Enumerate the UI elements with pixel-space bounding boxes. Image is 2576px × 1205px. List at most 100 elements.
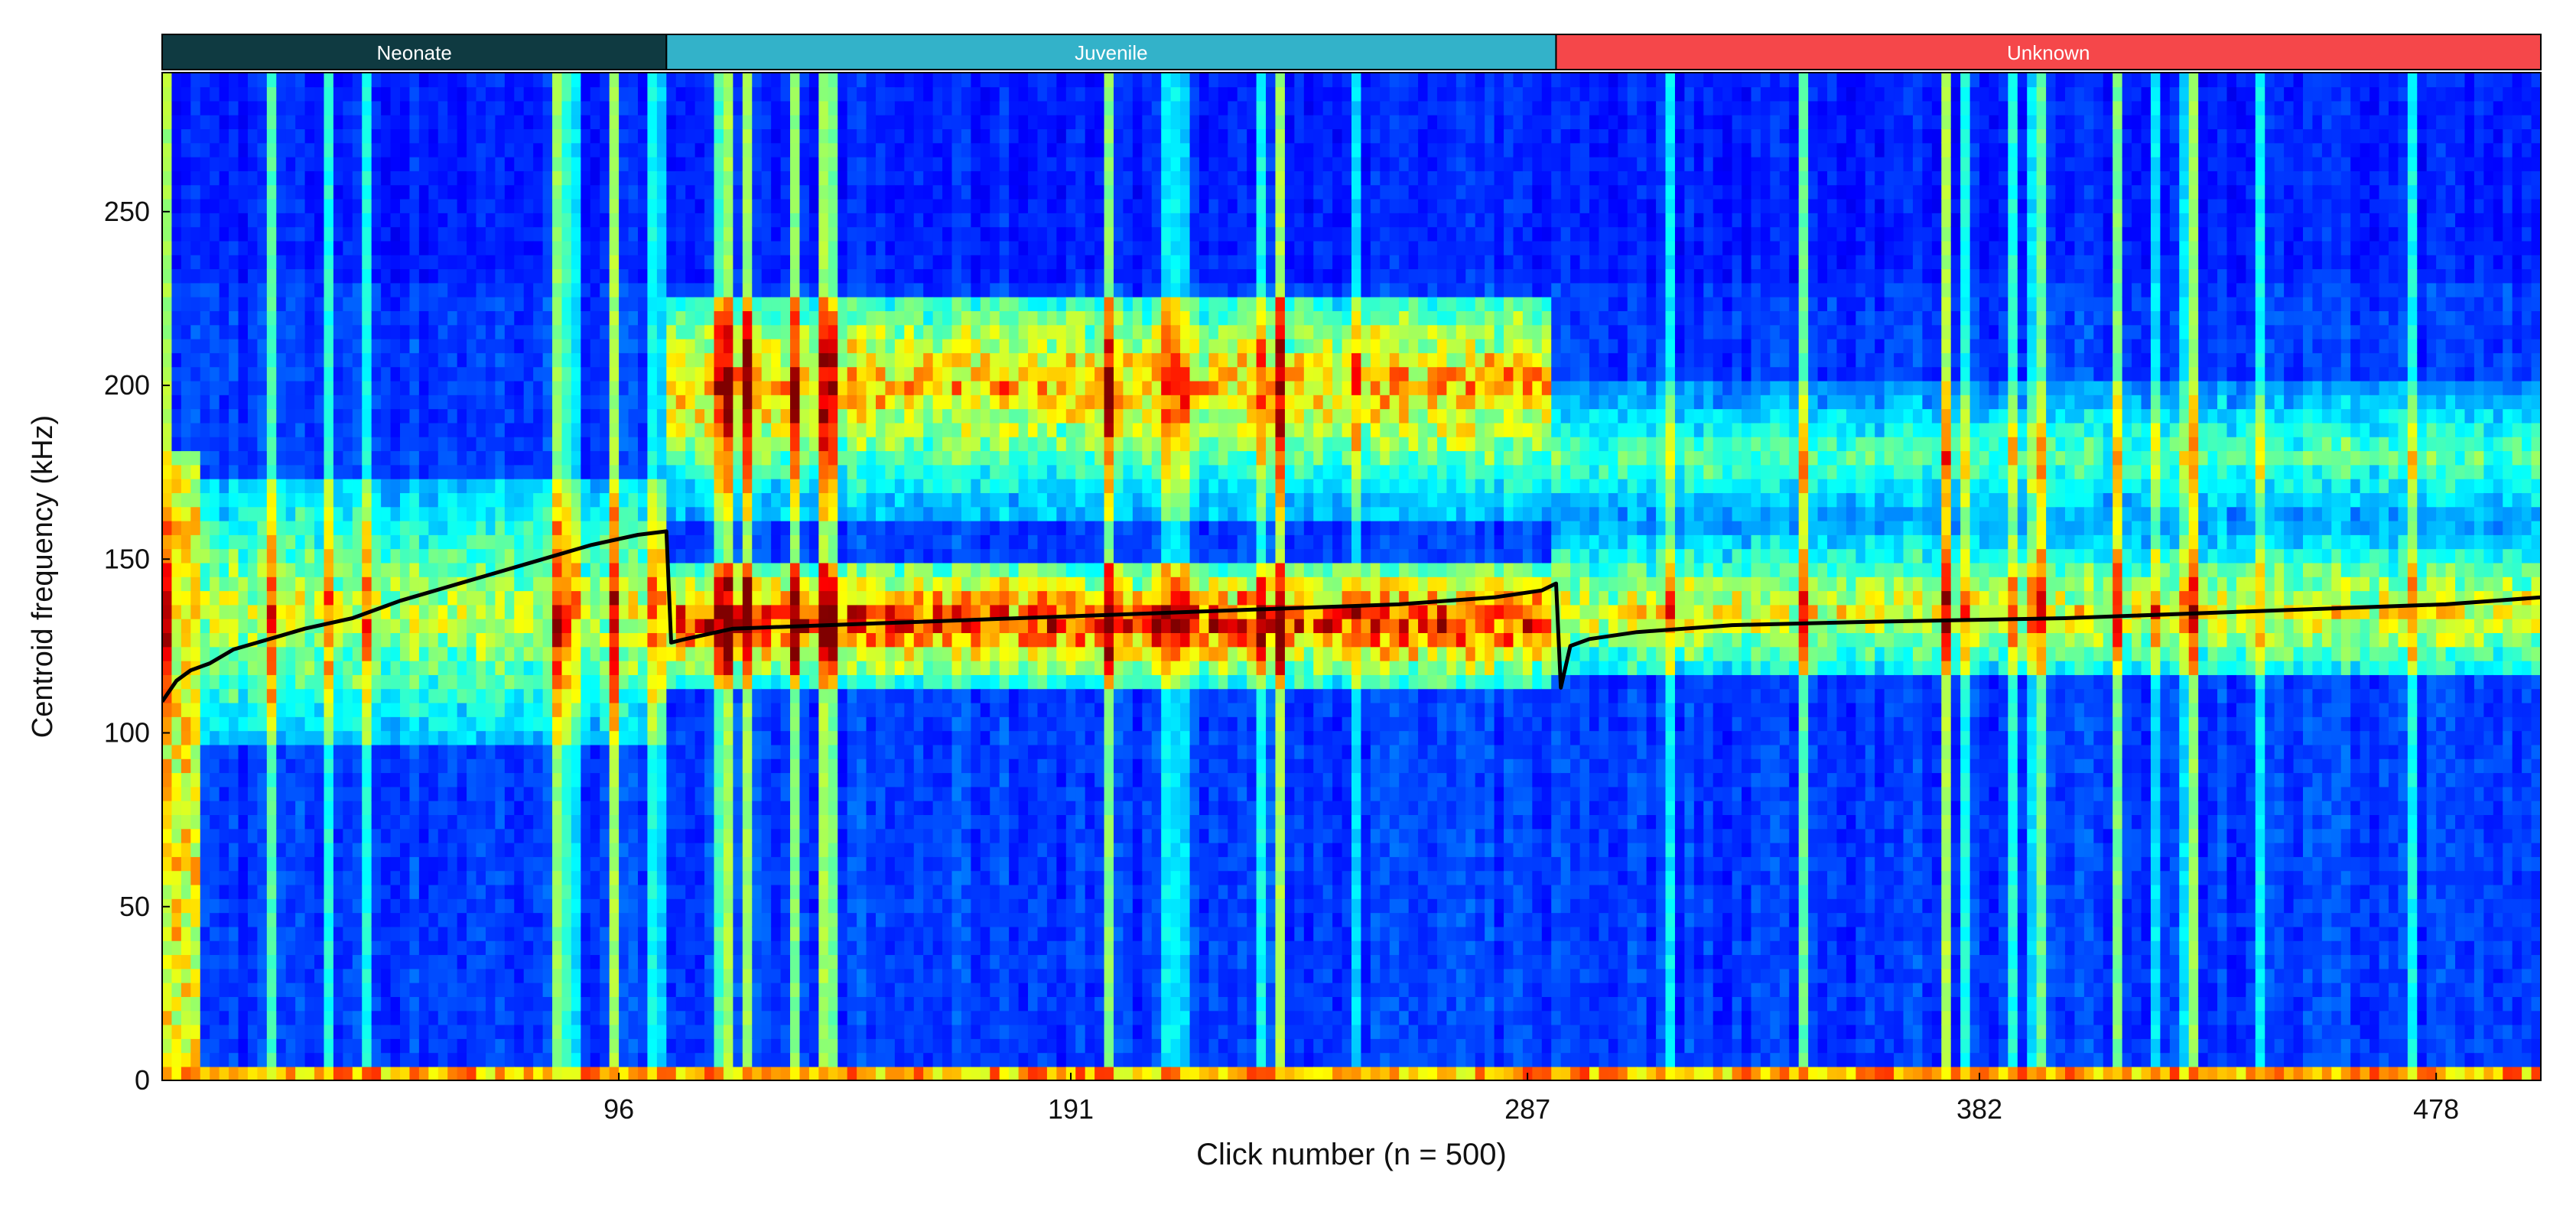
heatmap-cell bbox=[609, 660, 620, 675]
heatmap-cell bbox=[285, 898, 296, 914]
heatmap-cell bbox=[675, 450, 686, 466]
heatmap-cell bbox=[257, 744, 268, 759]
heatmap-cell bbox=[752, 100, 763, 115]
heatmap-cell bbox=[447, 800, 458, 815]
heatmap-cell bbox=[761, 996, 772, 1012]
heatmap-cell bbox=[285, 240, 296, 255]
heatmap-cell bbox=[333, 268, 344, 284]
heatmap-cell bbox=[514, 814, 525, 830]
heatmap-cell bbox=[295, 716, 306, 732]
heatmap-cell bbox=[704, 1038, 715, 1054]
heatmap-cell bbox=[476, 968, 486, 983]
heatmap-cell bbox=[210, 870, 220, 885]
heatmap-cell bbox=[400, 282, 411, 297]
heatmap-cell bbox=[533, 814, 544, 830]
heatmap-cell bbox=[447, 184, 458, 200]
heatmap-cell bbox=[276, 338, 287, 353]
heatmap-cell bbox=[457, 646, 467, 661]
heatmap-cell bbox=[257, 534, 268, 550]
heatmap-cell bbox=[694, 800, 705, 815]
heatmap-cell bbox=[704, 744, 715, 759]
heatmap-cell bbox=[266, 128, 278, 144]
heatmap-cell bbox=[295, 954, 306, 970]
heatmap-cell bbox=[314, 577, 325, 592]
heatmap-cell bbox=[418, 1010, 430, 1025]
heatmap-cell bbox=[457, 128, 467, 144]
heatmap-cell bbox=[514, 940, 525, 956]
heatmap-cell bbox=[714, 1038, 724, 1054]
heatmap-cell bbox=[714, 702, 724, 717]
heatmap-cell bbox=[190, 366, 201, 382]
heatmap-cell bbox=[343, 338, 353, 353]
heatmap-cell bbox=[257, 282, 268, 297]
heatmap-cell bbox=[542, 800, 553, 815]
heatmap-cell bbox=[590, 646, 601, 661]
heatmap-cell bbox=[457, 898, 467, 914]
heatmap-cell bbox=[628, 926, 639, 941]
heatmap-cell bbox=[343, 534, 353, 550]
heatmap-cell bbox=[343, 296, 353, 311]
heatmap-cell bbox=[495, 506, 506, 521]
heatmap-cell bbox=[714, 926, 724, 941]
heatmap-cell bbox=[362, 395, 372, 410]
heatmap-cell bbox=[162, 548, 173, 564]
heatmap-cell bbox=[229, 1052, 239, 1067]
heatmap-cell bbox=[771, 842, 782, 857]
heatmap-cell bbox=[409, 338, 420, 353]
heatmap-cell bbox=[247, 660, 259, 675]
heatmap-cell bbox=[704, 996, 715, 1012]
heatmap-cell bbox=[590, 604, 601, 619]
heatmap-cell bbox=[238, 464, 249, 479]
heatmap-cell bbox=[675, 408, 686, 424]
heatmap-cell bbox=[675, 562, 686, 577]
heatmap-cell bbox=[752, 828, 763, 843]
heatmap-cell bbox=[295, 1038, 306, 1054]
heatmap-cell bbox=[656, 1010, 668, 1025]
heatmap-cell bbox=[362, 674, 372, 690]
heatmap-cell bbox=[742, 548, 753, 564]
heatmap-cell bbox=[190, 632, 201, 648]
heatmap-cell bbox=[343, 632, 353, 648]
heatmap-cell bbox=[324, 73, 334, 88]
heatmap-cell bbox=[742, 898, 753, 914]
heatmap-cell bbox=[266, 436, 278, 452]
heatmap-cell bbox=[581, 1024, 591, 1039]
heatmap-cell bbox=[390, 1066, 401, 1080]
heatmap-cell bbox=[647, 1052, 658, 1067]
heatmap-cell bbox=[485, 226, 496, 242]
heatmap-cell bbox=[542, 114, 553, 130]
heatmap-cell bbox=[362, 338, 372, 353]
heatmap-cell bbox=[247, 758, 259, 774]
heatmap-cell bbox=[210, 898, 220, 914]
heatmap-cell bbox=[437, 786, 448, 801]
heatmap-cell bbox=[200, 982, 210, 997]
heatmap-cell bbox=[685, 856, 696, 872]
heatmap-cell bbox=[523, 268, 534, 284]
heatmap-cell bbox=[647, 534, 658, 550]
heatmap-cell bbox=[238, 828, 249, 843]
heatmap-cell bbox=[324, 884, 334, 899]
heatmap-cell bbox=[619, 156, 629, 171]
heatmap-cell bbox=[694, 884, 705, 899]
heatmap-cell bbox=[799, 296, 810, 311]
heatmap-cell bbox=[514, 338, 525, 353]
heatmap-cell bbox=[571, 73, 582, 88]
heatmap-cell bbox=[799, 1066, 810, 1080]
heatmap-cell bbox=[210, 842, 220, 857]
heatmap-cell bbox=[761, 926, 772, 941]
heatmap-cell bbox=[485, 996, 496, 1012]
heatmap-cell bbox=[285, 352, 296, 368]
heatmap-cell bbox=[638, 856, 649, 872]
heatmap-cell bbox=[210, 674, 220, 690]
heatmap-cell bbox=[162, 926, 173, 941]
heatmap-cell bbox=[752, 688, 763, 703]
heatmap-cell bbox=[219, 926, 229, 941]
heatmap-cell bbox=[362, 800, 372, 815]
heatmap-cell bbox=[352, 534, 363, 550]
heatmap-cell bbox=[685, 450, 696, 466]
heatmap-cell bbox=[324, 198, 334, 213]
heatmap-cell bbox=[295, 968, 306, 983]
heatmap-cell bbox=[685, 688, 696, 703]
heatmap-cell bbox=[467, 856, 477, 872]
heatmap-cell bbox=[437, 800, 448, 815]
